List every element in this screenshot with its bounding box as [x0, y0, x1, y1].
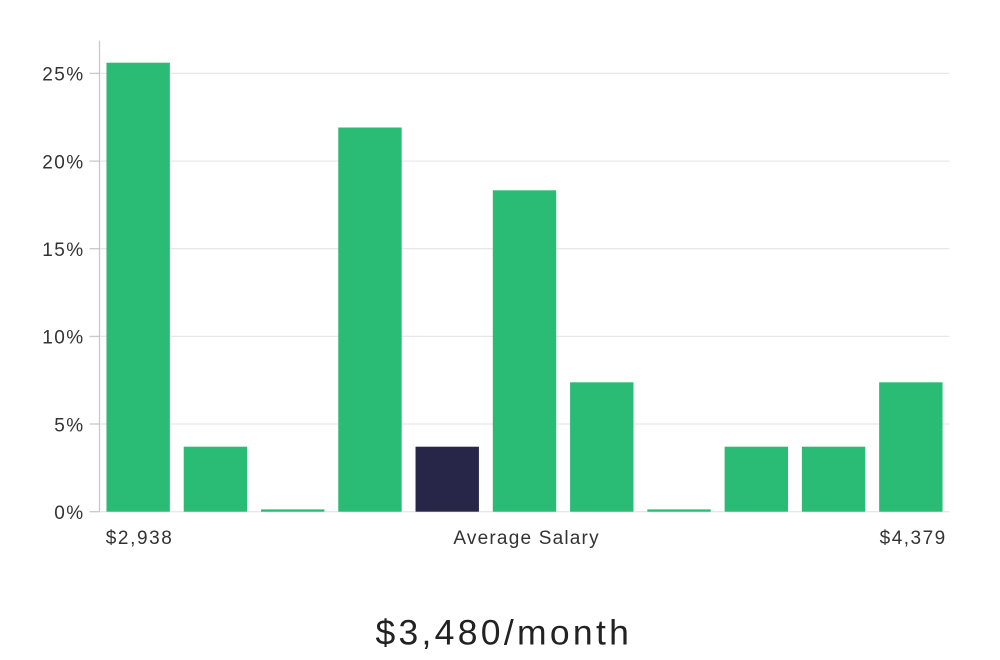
svg-text:$2,938: $2,938 [106, 528, 174, 549]
svg-text:$3,480/month: $3,480/month [375, 613, 632, 653]
svg-text:25%: 25% [42, 65, 84, 86]
svg-text:5%: 5% [54, 415, 84, 436]
svg-text:20%: 20% [42, 152, 84, 173]
svg-text:0%: 0% [54, 503, 84, 524]
svg-text:Average Salary: Average Salary [453, 528, 599, 549]
svg-text:10%: 10% [42, 328, 84, 349]
svg-text:15%: 15% [42, 240, 84, 261]
svg-text:$4,379: $4,379 [880, 528, 947, 549]
